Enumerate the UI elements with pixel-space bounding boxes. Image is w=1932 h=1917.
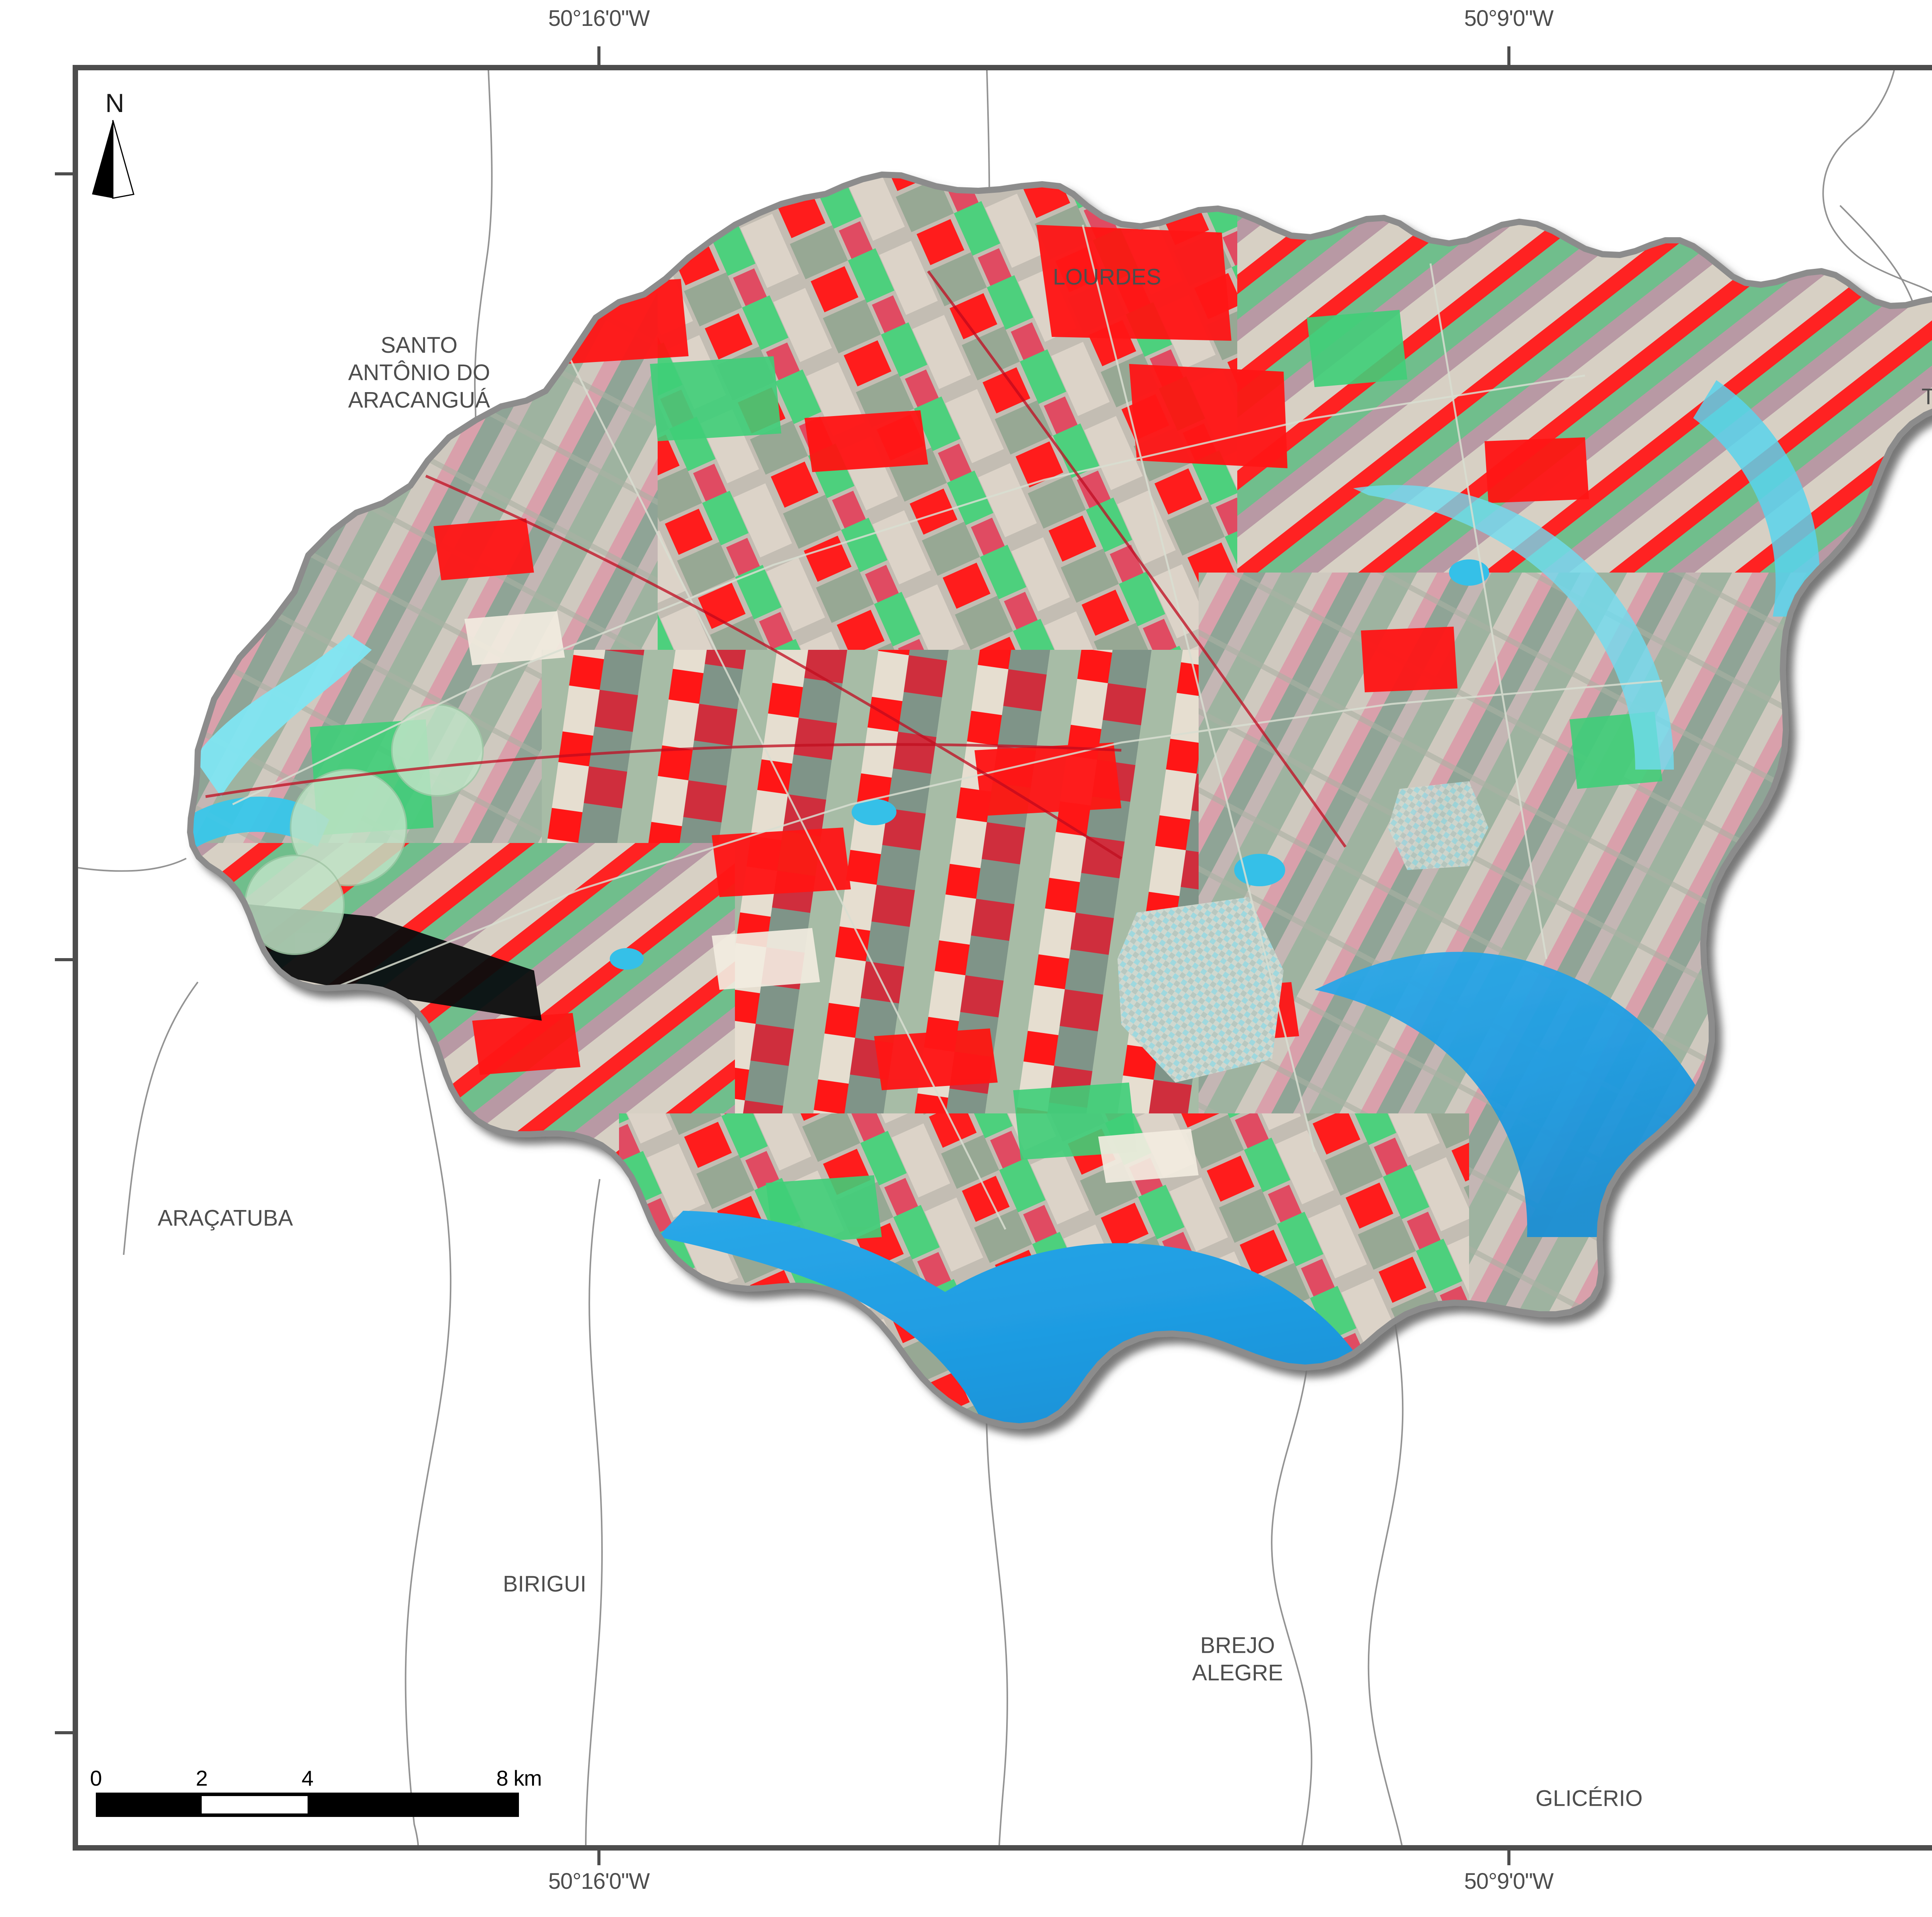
neighbor-label-lourdes: LOURDES: [1053, 264, 1162, 290]
map-frame: [73, 65, 1932, 1851]
longitude-tick-top-0: [597, 46, 600, 65]
neighbor-label-santo: SANTO ANTÔNIO DO ARACANGUÁ: [348, 333, 490, 413]
neighbor-label-brejo: BREJO ALEGRE: [1192, 1633, 1283, 1686]
longitude-label-bottom-0: 50°16'0"W: [548, 1869, 650, 1894]
longitude-tick-bottom-0: [597, 1847, 600, 1865]
north-arrow: N: [90, 88, 140, 200]
longitude-label-top-1: 50°9'0"W: [1464, 6, 1554, 31]
scale-tick-1: 2: [196, 1766, 208, 1790]
latitude-tick-1: [55, 958, 73, 961]
neighbor-label-turi-ba: TURIÚBA: [1921, 384, 1932, 410]
scale-bar-white-segment: [201, 1796, 308, 1813]
neighbor-label-birigui: BIRIGUI: [503, 1571, 587, 1597]
scale-bar: 0 2 4 8 km: [90, 1766, 542, 1817]
map-canvas[interactable]: [78, 70, 1932, 1845]
scale-tick-3: 8 km: [496, 1766, 542, 1790]
longitude-tick-bottom-1: [1507, 1847, 1510, 1865]
latitude-tick-2: [55, 1731, 73, 1734]
north-arrow-label: N: [105, 88, 124, 118]
scale-tick-2: 4: [301, 1766, 313, 1790]
neighbor-label-glic-rio: GLICÉRIO: [1535, 1786, 1643, 1811]
scale-tick-0: 0: [90, 1766, 102, 1790]
longitude-tick-top-1: [1507, 46, 1510, 65]
neighbor-label-ara-atuba: ARAÇATUBA: [157, 1205, 293, 1231]
scale-bar-labels: 0 2 4 8 km: [90, 1766, 542, 1793]
longitude-label-bottom-1: 50°9'0"W: [1464, 1869, 1554, 1894]
latitude-tick-0: [55, 172, 73, 175]
scale-bar-graphic: [96, 1793, 519, 1817]
longitude-label-top-0: 50°16'0"W: [548, 6, 650, 31]
